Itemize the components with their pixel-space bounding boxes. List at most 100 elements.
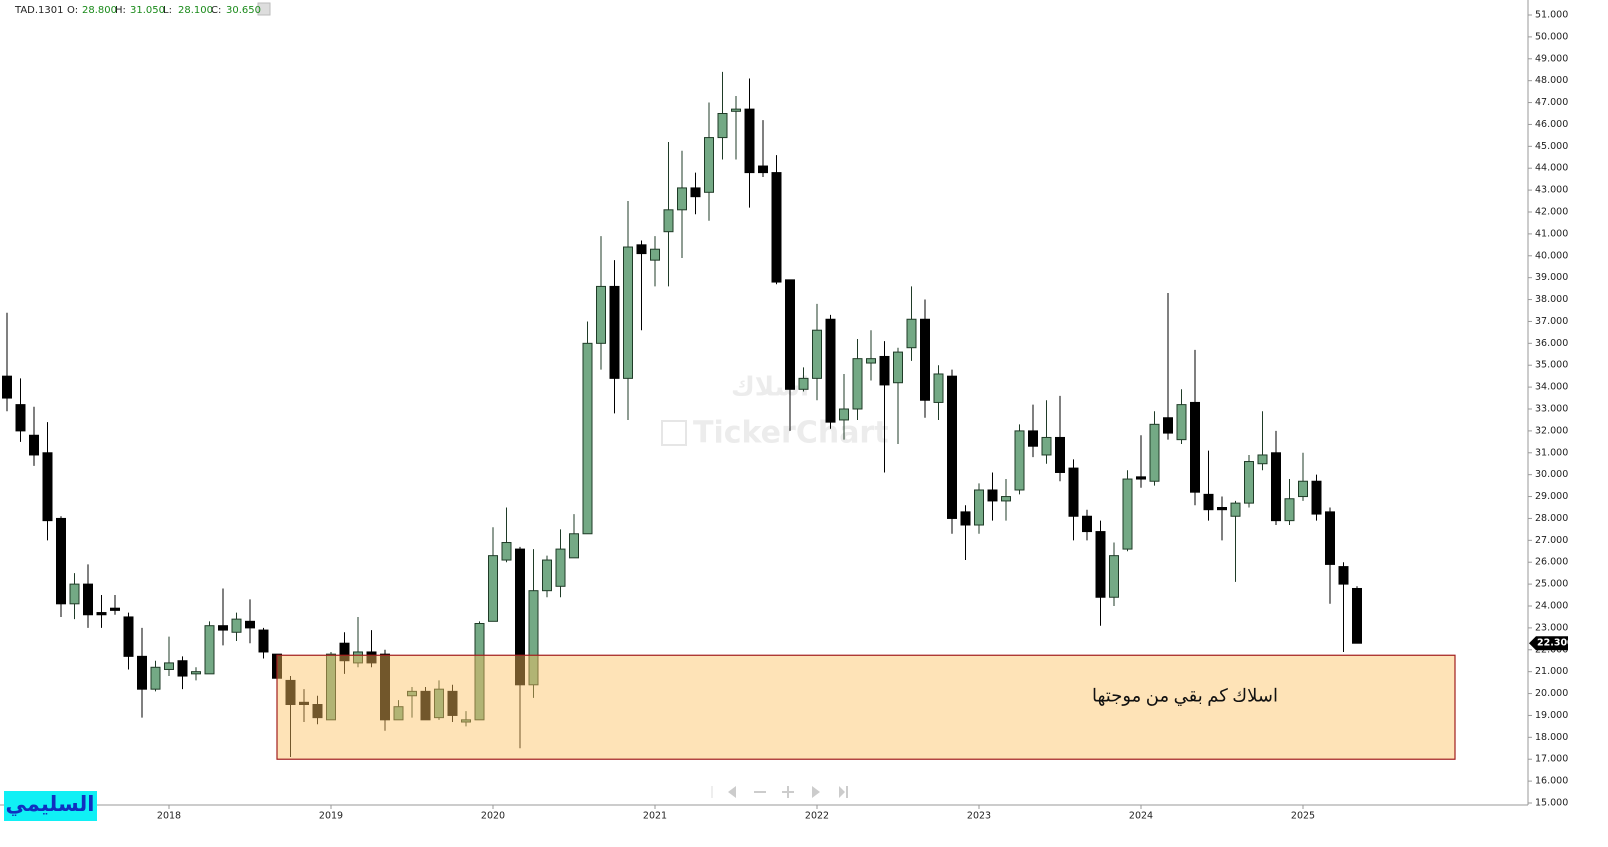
candle-body xyxy=(285,679,296,706)
candle-body xyxy=(1311,480,1322,515)
candle-body xyxy=(474,623,485,721)
y-tick-label: 51.000 xyxy=(1535,10,1568,21)
candle-body xyxy=(1298,480,1308,498)
candle-body xyxy=(1163,417,1173,434)
candle-body xyxy=(1217,507,1227,511)
y-tick-label: 46.000 xyxy=(1535,119,1568,130)
x-tick-label: 2019 xyxy=(319,811,343,822)
candle-body xyxy=(1028,430,1038,447)
candle-body xyxy=(150,666,161,690)
candle-body xyxy=(258,629,269,653)
candle-body xyxy=(798,377,809,390)
y-tick-label: 42.000 xyxy=(1535,207,1568,218)
nav-controls xyxy=(711,786,848,798)
y-tick-label: 39.000 xyxy=(1535,272,1568,283)
header-key: C: xyxy=(211,5,221,16)
last-price-tag xyxy=(1529,636,1568,651)
candle-body xyxy=(1095,531,1106,598)
watermark-name: اسلاك xyxy=(731,373,809,403)
candle-body xyxy=(29,434,39,456)
candle-body xyxy=(1109,555,1119,598)
plot: اسلاك كم بقي من موجتها xyxy=(2,71,1456,760)
candle-body xyxy=(312,704,323,719)
y-tick-label: 15.000 xyxy=(1535,798,1568,809)
watermark-group: اسلاك TickerChart xyxy=(661,373,889,451)
header-key: L: xyxy=(163,5,172,16)
nav-back[interactable] xyxy=(728,786,736,798)
y-tick-label: 37.000 xyxy=(1535,316,1568,327)
candle-body xyxy=(785,279,795,390)
candle-body xyxy=(582,342,593,535)
candle-body xyxy=(596,285,606,344)
candle-body xyxy=(245,620,255,629)
header-key: H: xyxy=(115,5,126,16)
y-tick-label: 24.000 xyxy=(1535,601,1568,612)
y-tick-label: 20.000 xyxy=(1535,688,1568,699)
y-tick-label: 25.000 xyxy=(1535,579,1568,590)
zone xyxy=(276,654,1456,760)
nav-end[interactable] xyxy=(839,786,848,798)
y-tick-label: 49.000 xyxy=(1535,53,1568,64)
candle-body xyxy=(1190,401,1200,493)
header-menu[interactable] xyxy=(257,2,271,16)
nav-forward[interactable] xyxy=(812,786,820,798)
y-tick-label: 36.000 xyxy=(1535,338,1568,349)
candle-body xyxy=(542,559,552,592)
logo-box xyxy=(4,791,97,821)
candle-body xyxy=(758,165,768,174)
candle-body xyxy=(1041,436,1052,456)
candle-body xyxy=(299,701,309,705)
candle-body xyxy=(771,172,782,283)
x-tick-label: 2024 xyxy=(1129,811,1153,822)
candle-body xyxy=(1352,587,1362,644)
x-tick-label: 2021 xyxy=(643,811,667,822)
candle-body xyxy=(434,688,444,719)
candle-body xyxy=(1082,515,1092,533)
nav-zoom-in[interactable] xyxy=(782,786,794,798)
y-tick-label: 16.000 xyxy=(1535,776,1568,787)
candle-body xyxy=(366,651,377,664)
y-tick-label: 30.000 xyxy=(1535,469,1568,480)
candle-body xyxy=(69,583,80,605)
candle-body xyxy=(326,653,336,721)
y-tick-label: 38.000 xyxy=(1535,294,1568,305)
header-value: 30.650 xyxy=(226,5,261,16)
candle-body xyxy=(893,351,903,384)
candle-body xyxy=(83,583,93,616)
x-tick-label: 2020 xyxy=(481,811,505,822)
x-tick-label: 2022 xyxy=(805,811,829,822)
x-tick-label: 2025 xyxy=(1291,811,1315,822)
candle-body xyxy=(852,358,863,410)
candle-body xyxy=(663,209,674,233)
candle-body xyxy=(677,187,687,211)
candle-body xyxy=(515,548,525,686)
candle-body xyxy=(528,590,539,686)
symbol: TAD.1301 xyxy=(14,5,64,16)
y-tick-label: 32.000 xyxy=(1535,425,1568,436)
candle-body xyxy=(1338,566,1349,585)
candle-body xyxy=(488,555,498,622)
candle-body xyxy=(623,246,633,379)
candle-body xyxy=(177,660,188,677)
y-tick-label: 44.000 xyxy=(1535,163,1568,174)
candle-body xyxy=(906,318,917,349)
y-tick-label: 47.000 xyxy=(1535,97,1568,108)
nav-zoom-out[interactable] xyxy=(754,791,766,793)
candle-body xyxy=(555,548,566,587)
y-tick-label: 29.000 xyxy=(1535,491,1568,502)
candle-body xyxy=(218,625,228,631)
candle-body xyxy=(1257,454,1268,465)
candle-body xyxy=(2,375,12,399)
candle-body xyxy=(1149,423,1160,482)
header-value: 31.050 xyxy=(130,5,165,16)
candle-body xyxy=(1136,476,1146,480)
candle-body xyxy=(123,616,134,657)
candle-body xyxy=(1068,467,1079,517)
y-tick-label: 50.000 xyxy=(1535,31,1568,42)
y-tick-label: 21.000 xyxy=(1535,666,1568,677)
candle-body xyxy=(42,452,53,522)
candle-body xyxy=(1014,430,1025,491)
y-tick-label: 41.000 xyxy=(1535,228,1568,239)
y-tick-label: 26.000 xyxy=(1535,557,1568,568)
candle-body xyxy=(204,625,215,675)
